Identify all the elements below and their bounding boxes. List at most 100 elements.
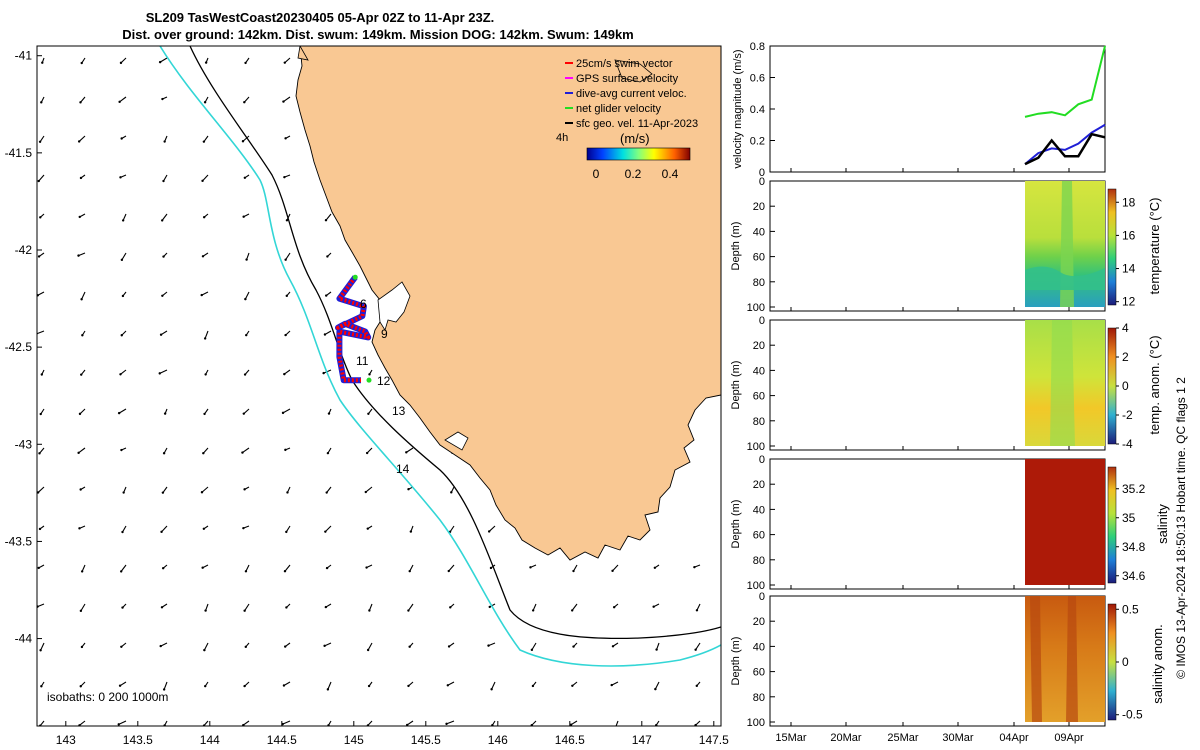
- map-frame: [36, 45, 722, 727]
- velocity-axes: [769, 45, 1106, 173]
- map-xtick-label: 145: [344, 733, 364, 747]
- depth-tick-label: 40: [753, 641, 765, 653]
- cbar-tick-label: 0: [1122, 379, 1129, 393]
- geo-arrow-head: [695, 684, 698, 688]
- geo-arrow: [283, 96, 291, 103]
- depth-tick-label: 60: [753, 667, 765, 679]
- geo-arrow-head: [37, 566, 40, 570]
- track-swim-vectors: [336, 276, 371, 383]
- geo-arrow-head: [324, 530, 327, 533]
- depth-tick-label: 100: [747, 441, 765, 453]
- geo-arrow-head: [118, 684, 122, 687]
- depth-tick-label: 80: [753, 416, 765, 428]
- sal-anom-streaks: [1030, 596, 1078, 722]
- depth-tick-label: 60: [753, 252, 765, 264]
- geo-arrow-head: [243, 176, 247, 179]
- geo-arrow-head: [77, 140, 81, 143]
- geo-arrow-head: [117, 723, 120, 726]
- geo-arrow-head: [158, 372, 161, 375]
- map-xtick-label: 143.5: [123, 733, 153, 747]
- geo-arrow-head: [531, 609, 535, 612]
- cbar-tick-label: 2: [1122, 350, 1129, 364]
- speed-colorbar: [586, 147, 691, 161]
- geo-arrow-head: [407, 684, 410, 688]
- salinity-panel: salinity: [769, 458, 1170, 590]
- date-tick-label: 15Mar: [775, 732, 807, 744]
- geo-arrow-head: [241, 140, 245, 143]
- velocity-y-axis: 0 0.2 0.4 0.6 0.8: [750, 41, 775, 179]
- geo-arrow-head: [324, 605, 328, 609]
- map-xtick-label: 146: [488, 733, 508, 747]
- geo-arrow-head: [368, 373, 371, 376]
- geo-arrow-head: [367, 412, 370, 415]
- geo-arrow-head: [202, 216, 206, 219]
- geo-arrow-head: [160, 606, 164, 609]
- depth-axes: 0 20 40 60 80 100 Depth (m) 0 20 40 60 80 100 Depth (…: [730, 176, 775, 729]
- geo-arrow-head: [78, 412, 82, 416]
- geo-arrow-head: [160, 530, 163, 534]
- track-label-6: 6: [360, 297, 367, 311]
- depth-ylabel: Depth (m): [730, 222, 742, 271]
- temperature-colorbar: [1107, 188, 1117, 306]
- geo-arrow-head: [117, 411, 121, 415]
- geo-arrow: [365, 486, 373, 493]
- geo-arrow: [405, 447, 414, 453]
- geo-arrow: [282, 720, 291, 725]
- depth-tick-label: 0: [759, 176, 765, 188]
- geo-arrow-head: [161, 97, 164, 101]
- geo-arrow: [118, 720, 127, 725]
- geo-arrow-head: [572, 569, 575, 573]
- geo-arrow-head: [162, 688, 166, 691]
- cbar-tick-label: 18: [1122, 195, 1136, 209]
- geo-arrow: [202, 174, 209, 182]
- geo-arrow-head: [610, 683, 613, 687]
- geo-arrow: [37, 330, 45, 335]
- geo-arrow-head: [161, 294, 164, 297]
- sal-anom-cbar-label: salinity anom.: [1150, 624, 1165, 703]
- geo-arrow-head: [200, 293, 203, 297]
- map-xtick-label: 147.5: [699, 733, 729, 747]
- geo-arrow-head: [77, 254, 80, 257]
- track-label-13: 13: [392, 404, 406, 418]
- cbar-tick-0: 0: [593, 167, 600, 181]
- track-start: [352, 274, 358, 280]
- geo-arrow-head: [203, 101, 207, 104]
- geo-arrow: [242, 447, 250, 454]
- geo-arrow-head: [204, 609, 207, 612]
- map-xtick-label: 144: [200, 733, 220, 747]
- geo-arrow-head: [79, 488, 82, 491]
- geo-arrow-head: [244, 61, 247, 65]
- map-xtick-label: 143: [56, 733, 76, 747]
- geo-arrow-head: [163, 140, 166, 143]
- geo-arrow-head: [37, 294, 40, 297]
- geo-arrow: [78, 135, 86, 142]
- geo-arrow-head: [242, 412, 245, 415]
- geo-arrow-head: [325, 566, 329, 570]
- depth-tick-label: 20: [753, 340, 765, 352]
- legend-gps: GPS surface velocity: [576, 73, 679, 85]
- geo-arrow-head: [202, 452, 205, 455]
- cbar-tick-label: -2: [1122, 408, 1133, 422]
- geo-arrow-head: [121, 294, 125, 298]
- geo-arrow: [284, 564, 291, 572]
- geo-arrow-head: [77, 451, 80, 455]
- geo-arrow: [121, 252, 127, 261]
- geo-arrow: [159, 369, 168, 374]
- date-tick-label: 25Mar: [887, 732, 919, 744]
- northern-islands: [297, 46, 653, 83]
- geo-arrow: [244, 291, 250, 300]
- geo-arrow-head: [78, 527, 81, 530]
- geo-arrow: [367, 642, 373, 651]
- cbar-tick-label: 34.8: [1122, 540, 1146, 554]
- geo-arrow-head: [694, 723, 697, 726]
- geo-arrow-head: [119, 176, 122, 179]
- velocity-line: [1024, 123, 1106, 165]
- geo-arrow-head: [407, 609, 410, 612]
- geo-arrow: [203, 642, 209, 651]
- depth-ylabel: Depth (m): [730, 637, 742, 686]
- geo-arrow-head: [322, 371, 325, 375]
- temperature-thermocline: [1025, 266, 1105, 290]
- geo-arrow-head: [242, 215, 245, 218]
- geo-arrow-head: [245, 258, 248, 261]
- geo-arrow-head: [203, 337, 207, 340]
